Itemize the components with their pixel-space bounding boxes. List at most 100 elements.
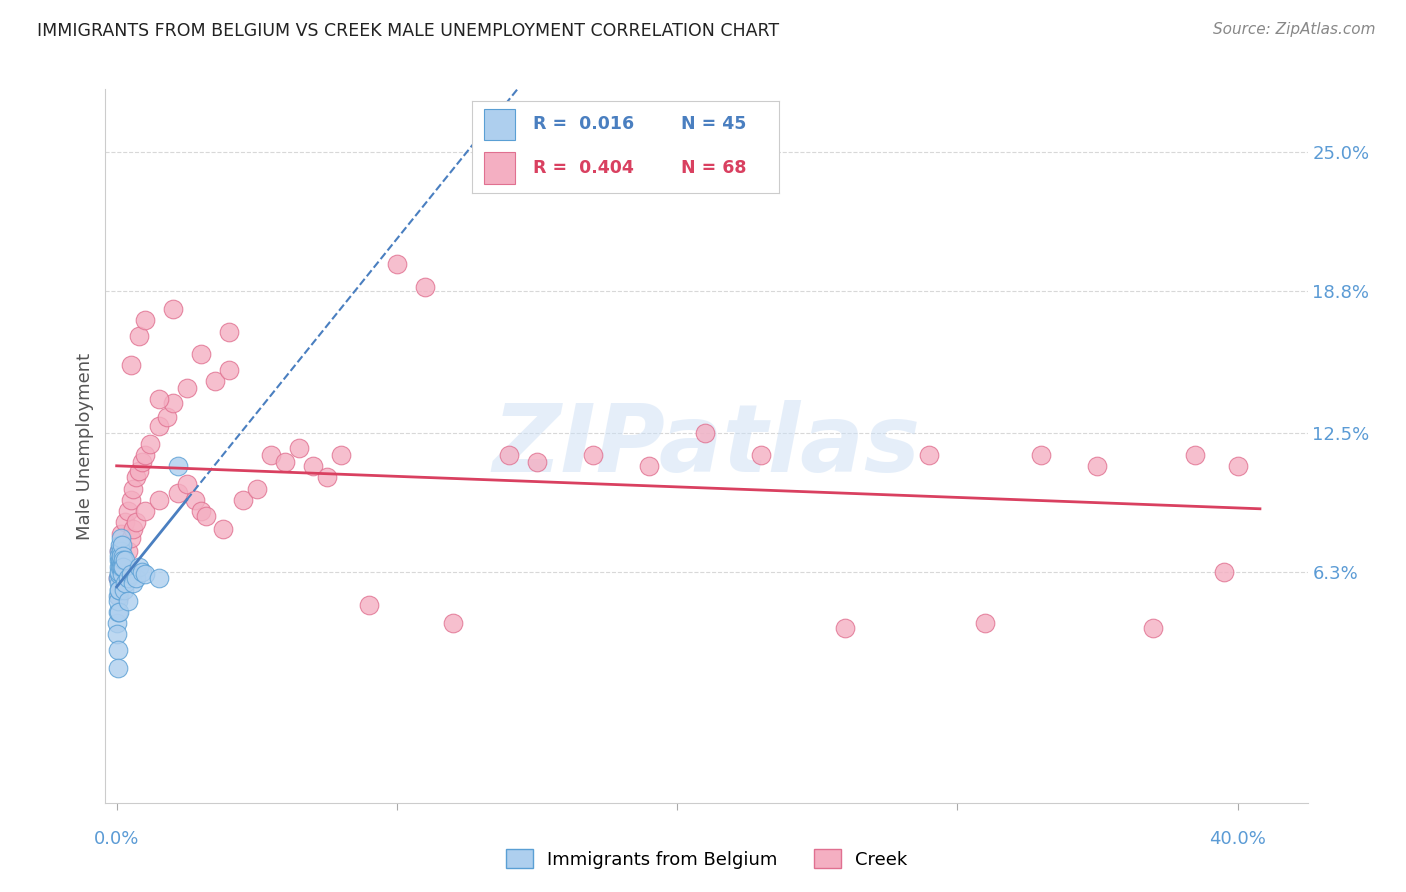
Point [184, 492, 207, 507]
Point [218, 325, 240, 339]
Point [107, 605, 129, 619]
Text: ZIPatlas: ZIPatlas [492, 400, 921, 492]
Point [148, 418, 170, 433]
Point [128, 560, 150, 574]
Point [125, 470, 148, 484]
Point [108, 565, 131, 579]
Point [114, 575, 136, 590]
Point [385, 257, 408, 271]
Point [107, 643, 129, 657]
Point [190, 347, 212, 361]
Point [357, 599, 380, 613]
Point [120, 358, 142, 372]
Point [111, 560, 134, 574]
Point [125, 516, 148, 530]
Point [288, 442, 311, 456]
Point [131, 565, 153, 579]
Point [107, 627, 129, 641]
Point [111, 549, 134, 563]
Point [695, 425, 717, 440]
Point [108, 549, 131, 563]
Point [195, 508, 218, 523]
Point [498, 448, 520, 462]
Point [212, 522, 235, 536]
Point [134, 313, 156, 327]
Point [110, 544, 132, 558]
Point [112, 553, 135, 567]
Point [110, 560, 132, 574]
Point [108, 605, 131, 619]
Point [176, 477, 198, 491]
Point [108, 544, 131, 558]
Point [122, 522, 145, 536]
Point [1226, 459, 1249, 474]
Point [526, 455, 548, 469]
Point [107, 571, 129, 585]
Point [156, 409, 179, 424]
Point [162, 302, 184, 317]
Point [128, 464, 150, 478]
Y-axis label: Male Unemployment: Male Unemployment [76, 352, 94, 540]
Point [749, 448, 772, 462]
Point [413, 279, 436, 293]
Point [148, 571, 170, 585]
Point [110, 526, 132, 541]
Point [162, 396, 184, 410]
Point [108, 560, 131, 574]
Point [120, 566, 142, 581]
Point [110, 531, 132, 545]
Point [131, 455, 153, 469]
Point [122, 575, 145, 590]
Text: 0.0%: 0.0% [94, 830, 139, 847]
Point [105, 616, 128, 631]
Point [232, 492, 254, 507]
Point [107, 553, 129, 567]
Point [315, 470, 337, 484]
Point [107, 594, 129, 608]
Point [117, 571, 139, 585]
Point [582, 448, 605, 462]
Point [148, 392, 170, 406]
Point [107, 575, 129, 590]
Point [108, 566, 131, 581]
Point [110, 549, 132, 563]
Point [117, 504, 139, 518]
Point [441, 616, 464, 631]
Point [125, 571, 148, 585]
Point [167, 486, 190, 500]
Point [107, 590, 129, 604]
Point [120, 492, 142, 507]
Point [139, 436, 162, 450]
Point [108, 582, 131, 597]
Point [974, 616, 997, 631]
Point [1184, 448, 1206, 462]
Point [134, 504, 156, 518]
Point [108, 582, 131, 597]
Point [134, 448, 156, 462]
Point [260, 448, 283, 462]
Point [108, 590, 131, 604]
Point [148, 492, 170, 507]
Point [204, 374, 226, 388]
Point [246, 482, 269, 496]
Point [1087, 459, 1109, 474]
Point [112, 560, 135, 574]
Point [117, 594, 139, 608]
Point [190, 504, 212, 518]
Point [117, 544, 139, 558]
Text: IMMIGRANTS FROM BELGIUM VS CREEK MALE UNEMPLOYMENT CORRELATION CHART: IMMIGRANTS FROM BELGIUM VS CREEK MALE UN… [37, 22, 779, 40]
Point [107, 661, 129, 675]
Point [1031, 448, 1053, 462]
Point [111, 538, 134, 552]
Point [114, 553, 136, 567]
Point [122, 482, 145, 496]
Point [108, 544, 131, 558]
Point [167, 459, 190, 474]
Legend: Immigrants from Belgium, Creek: Immigrants from Belgium, Creek [498, 842, 915, 876]
Point [918, 448, 941, 462]
Point [114, 560, 136, 574]
Text: 40.0%: 40.0% [1209, 830, 1265, 847]
Point [111, 566, 134, 581]
Point [110, 553, 132, 567]
Point [120, 531, 142, 545]
